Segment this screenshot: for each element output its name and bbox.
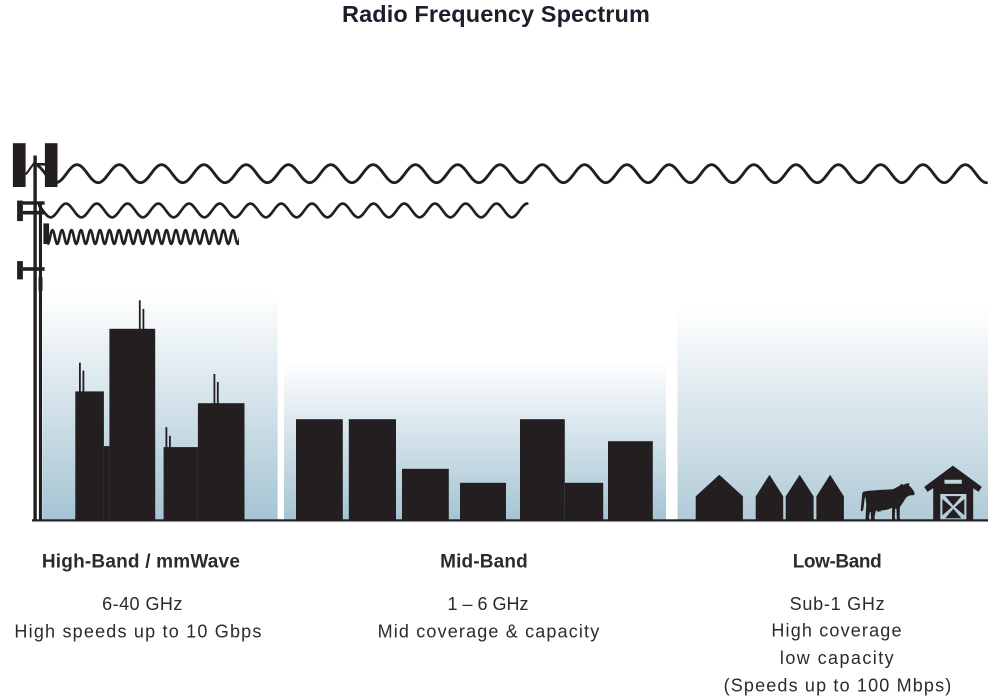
- svg-text:Low-Band: Low-Band: [793, 552, 882, 573]
- svg-text:Sub-1 GHz: Sub-1 GHz: [790, 594, 886, 614]
- svg-text:Radio Frequency Spectrum: Radio Frequency Spectrum: [342, 1, 650, 27]
- svg-text:High speeds up to 10 Gbps: High speeds up to 10 Gbps: [14, 622, 262, 642]
- svg-text:Mid-Band: Mid-Band: [440, 552, 528, 573]
- svg-text:High coverage: High coverage: [771, 621, 902, 641]
- svg-text:Mid coverage & capacity: Mid coverage & capacity: [378, 622, 601, 642]
- svg-text:(Speeds up to 100 Mbps): (Speeds up to 100 Mbps): [724, 676, 953, 696]
- svg-text:6-40 GHz: 6-40 GHz: [102, 594, 183, 614]
- svg-text:low capacity: low capacity: [780, 648, 895, 668]
- svg-text:High-Band / mmWave: High-Band / mmWave: [42, 552, 240, 573]
- svg-text:1 – 6 GHz: 1 – 6 GHz: [447, 594, 528, 614]
